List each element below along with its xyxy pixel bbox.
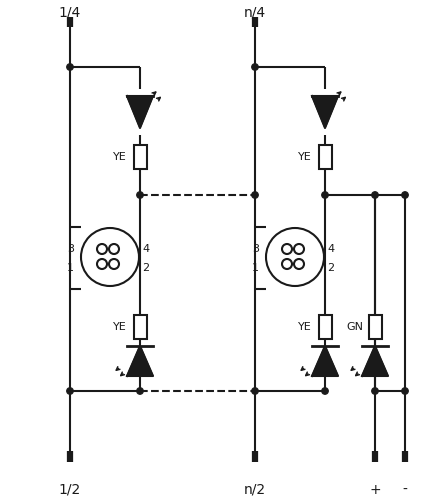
Circle shape (402, 192, 408, 199)
Polygon shape (312, 97, 338, 129)
Bar (133, 146, 147, 170)
Circle shape (294, 260, 304, 270)
Text: n/4: n/4 (244, 5, 266, 19)
Text: 1: 1 (252, 263, 259, 273)
Text: n/2: n/2 (244, 482, 266, 496)
Text: 3: 3 (67, 243, 74, 254)
Polygon shape (362, 346, 388, 376)
Circle shape (252, 65, 258, 71)
Text: 4: 4 (142, 243, 149, 254)
Bar (368, 315, 382, 339)
Circle shape (97, 260, 107, 270)
Circle shape (322, 192, 328, 199)
Text: YE: YE (113, 152, 127, 162)
Text: 1: 1 (67, 263, 74, 273)
Circle shape (372, 388, 378, 394)
Circle shape (282, 260, 292, 270)
Circle shape (137, 388, 143, 394)
Circle shape (294, 244, 304, 255)
Text: +: + (369, 482, 381, 496)
Circle shape (109, 244, 119, 255)
Circle shape (109, 260, 119, 270)
Polygon shape (312, 346, 338, 376)
Text: 3: 3 (252, 243, 259, 254)
Circle shape (282, 244, 292, 255)
Bar (319, 315, 331, 339)
Circle shape (137, 192, 143, 199)
Text: -: - (403, 482, 407, 496)
Text: 1/2: 1/2 (59, 482, 81, 496)
Circle shape (81, 228, 139, 287)
Text: 4: 4 (327, 243, 334, 254)
Circle shape (266, 228, 324, 287)
Polygon shape (127, 346, 153, 376)
Text: YE: YE (113, 321, 127, 331)
Text: YE: YE (298, 152, 312, 162)
Bar (133, 315, 147, 339)
Circle shape (402, 388, 408, 394)
Text: 2: 2 (142, 263, 149, 273)
Text: 2: 2 (327, 263, 334, 273)
Bar (319, 146, 331, 170)
Circle shape (372, 192, 378, 199)
Circle shape (67, 388, 73, 394)
Circle shape (252, 192, 258, 199)
Text: GN: GN (346, 321, 363, 331)
Circle shape (97, 244, 107, 255)
Text: 1/4: 1/4 (59, 5, 81, 19)
Polygon shape (127, 97, 153, 129)
Circle shape (252, 388, 258, 394)
Circle shape (322, 388, 328, 394)
Text: YE: YE (298, 321, 312, 331)
Circle shape (67, 65, 73, 71)
